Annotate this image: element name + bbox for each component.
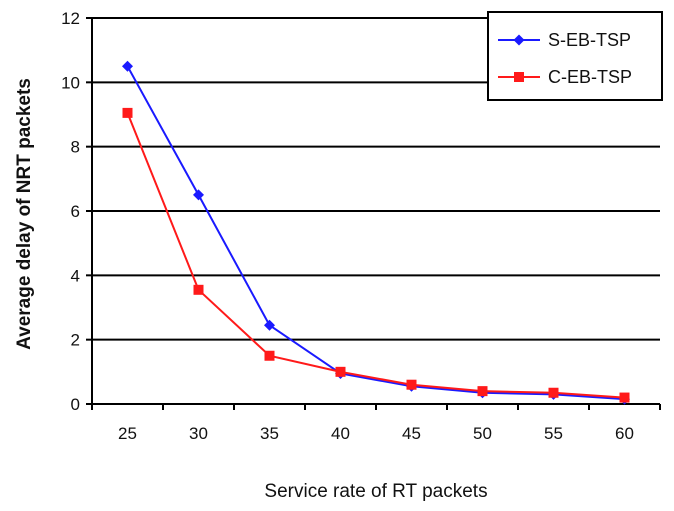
x-tick-label: 45 bbox=[402, 424, 421, 443]
y-tick-labels: 0 2 4 6 8 10 12 bbox=[61, 9, 80, 414]
y-tick-label: 0 bbox=[71, 395, 80, 414]
series-C-EB-TSP bbox=[122, 107, 630, 403]
legend-item: C-EB-TSP bbox=[498, 67, 632, 87]
x-tick-label: 50 bbox=[473, 424, 492, 443]
series-group bbox=[122, 60, 630, 405]
legend: S-EB-TSP C-EB-TSP bbox=[487, 11, 663, 101]
data-point bbox=[619, 392, 630, 403]
x-tick-label: 25 bbox=[118, 424, 137, 443]
legend-box bbox=[487, 11, 663, 101]
series-S-EB-TSP bbox=[122, 60, 630, 405]
series-line bbox=[126, 112, 625, 399]
y-tick-label: 12 bbox=[61, 9, 80, 28]
data-point bbox=[264, 350, 275, 361]
legend-marker bbox=[514, 72, 524, 82]
x-tick-label: 30 bbox=[189, 424, 208, 443]
x-tick-label: 60 bbox=[615, 424, 634, 443]
legend-label: S-EB-TSP bbox=[548, 30, 631, 50]
data-point bbox=[548, 387, 559, 398]
axes bbox=[86, 17, 661, 410]
y-axis-title: Average delay of NRT packets bbox=[14, 78, 35, 350]
x-tick-label: 55 bbox=[544, 424, 563, 443]
y-tick-label: 8 bbox=[71, 138, 80, 157]
legend-item: S-EB-TSP bbox=[498, 30, 631, 50]
y-tick-label: 6 bbox=[71, 202, 80, 221]
data-point bbox=[406, 379, 417, 390]
y-tick-label: 4 bbox=[71, 266, 80, 285]
data-point bbox=[335, 366, 346, 377]
data-point bbox=[264, 319, 275, 331]
y-tick-label: 2 bbox=[71, 331, 80, 350]
data-point bbox=[193, 189, 204, 201]
x-tick-labels: 25 30 35 40 45 50 55 60 bbox=[118, 424, 634, 443]
data-point bbox=[122, 60, 133, 72]
x-tick-label: 40 bbox=[331, 424, 350, 443]
legend-marker bbox=[513, 34, 525, 46]
legend-label: C-EB-TSP bbox=[548, 67, 632, 87]
data-point bbox=[193, 284, 204, 295]
series-line bbox=[126, 65, 625, 401]
data-point bbox=[477, 386, 488, 397]
x-axis-title: Service rate of RT packets bbox=[264, 481, 487, 502]
y-tick-label: 10 bbox=[61, 73, 80, 92]
data-point bbox=[122, 107, 133, 118]
x-tick-label: 35 bbox=[260, 424, 279, 443]
gridlines bbox=[92, 17, 660, 341]
